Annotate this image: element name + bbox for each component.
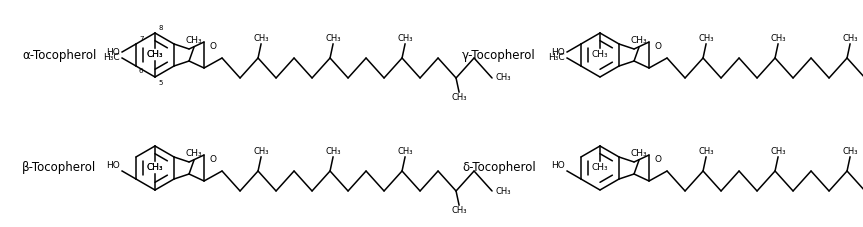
Text: γ-Tocopherol: γ-Tocopherol <box>462 49 536 62</box>
Text: O: O <box>654 155 661 164</box>
Text: β-Tocopherol: β-Tocopherol <box>22 161 97 175</box>
Text: CH₃: CH₃ <box>631 149 647 158</box>
Text: CH₃: CH₃ <box>842 34 858 43</box>
Text: CH₃: CH₃ <box>592 50 608 59</box>
Text: CH₃: CH₃ <box>771 147 786 156</box>
Text: CH₃: CH₃ <box>451 93 467 102</box>
Text: 6: 6 <box>139 68 143 74</box>
Text: CH₃: CH₃ <box>147 50 163 59</box>
Text: HO: HO <box>551 161 565 170</box>
Text: HO: HO <box>551 48 565 57</box>
Text: O: O <box>654 42 661 51</box>
Text: CH₃: CH₃ <box>397 34 413 43</box>
Text: H₃C: H₃C <box>104 53 120 62</box>
Text: H₃C: H₃C <box>549 53 565 62</box>
Text: CH₃: CH₃ <box>325 34 341 43</box>
Text: O: O <box>209 155 216 164</box>
Text: 7: 7 <box>139 36 143 42</box>
Text: CH₃: CH₃ <box>254 34 268 43</box>
Text: CH₃: CH₃ <box>147 50 163 59</box>
Text: CH₃: CH₃ <box>592 163 608 172</box>
Text: CH₃: CH₃ <box>186 36 202 45</box>
Text: CH₃: CH₃ <box>495 74 511 82</box>
Text: CH₃: CH₃ <box>147 163 163 172</box>
Text: HO: HO <box>106 48 120 57</box>
Text: CH₃: CH₃ <box>451 206 467 215</box>
Text: CH₃: CH₃ <box>254 147 268 156</box>
Text: CH₃: CH₃ <box>771 34 786 43</box>
Text: CH₃: CH₃ <box>397 147 413 156</box>
Text: 8: 8 <box>158 25 162 31</box>
Text: CH₃: CH₃ <box>842 147 858 156</box>
Text: CH₃: CH₃ <box>186 149 202 158</box>
Text: CH₃: CH₃ <box>495 187 511 195</box>
Text: CH₃: CH₃ <box>698 147 714 156</box>
Text: δ-Tocopherol: δ-Tocopherol <box>462 161 536 175</box>
Text: HO: HO <box>106 161 120 170</box>
Text: O: O <box>209 42 216 51</box>
Text: CH₃: CH₃ <box>325 147 341 156</box>
Text: α-Tocopherol: α-Tocopherol <box>22 49 97 62</box>
Text: CH₃: CH₃ <box>631 36 647 45</box>
Text: CH₃: CH₃ <box>147 163 163 172</box>
Text: CH₃: CH₃ <box>698 34 714 43</box>
Text: 5: 5 <box>158 80 162 86</box>
